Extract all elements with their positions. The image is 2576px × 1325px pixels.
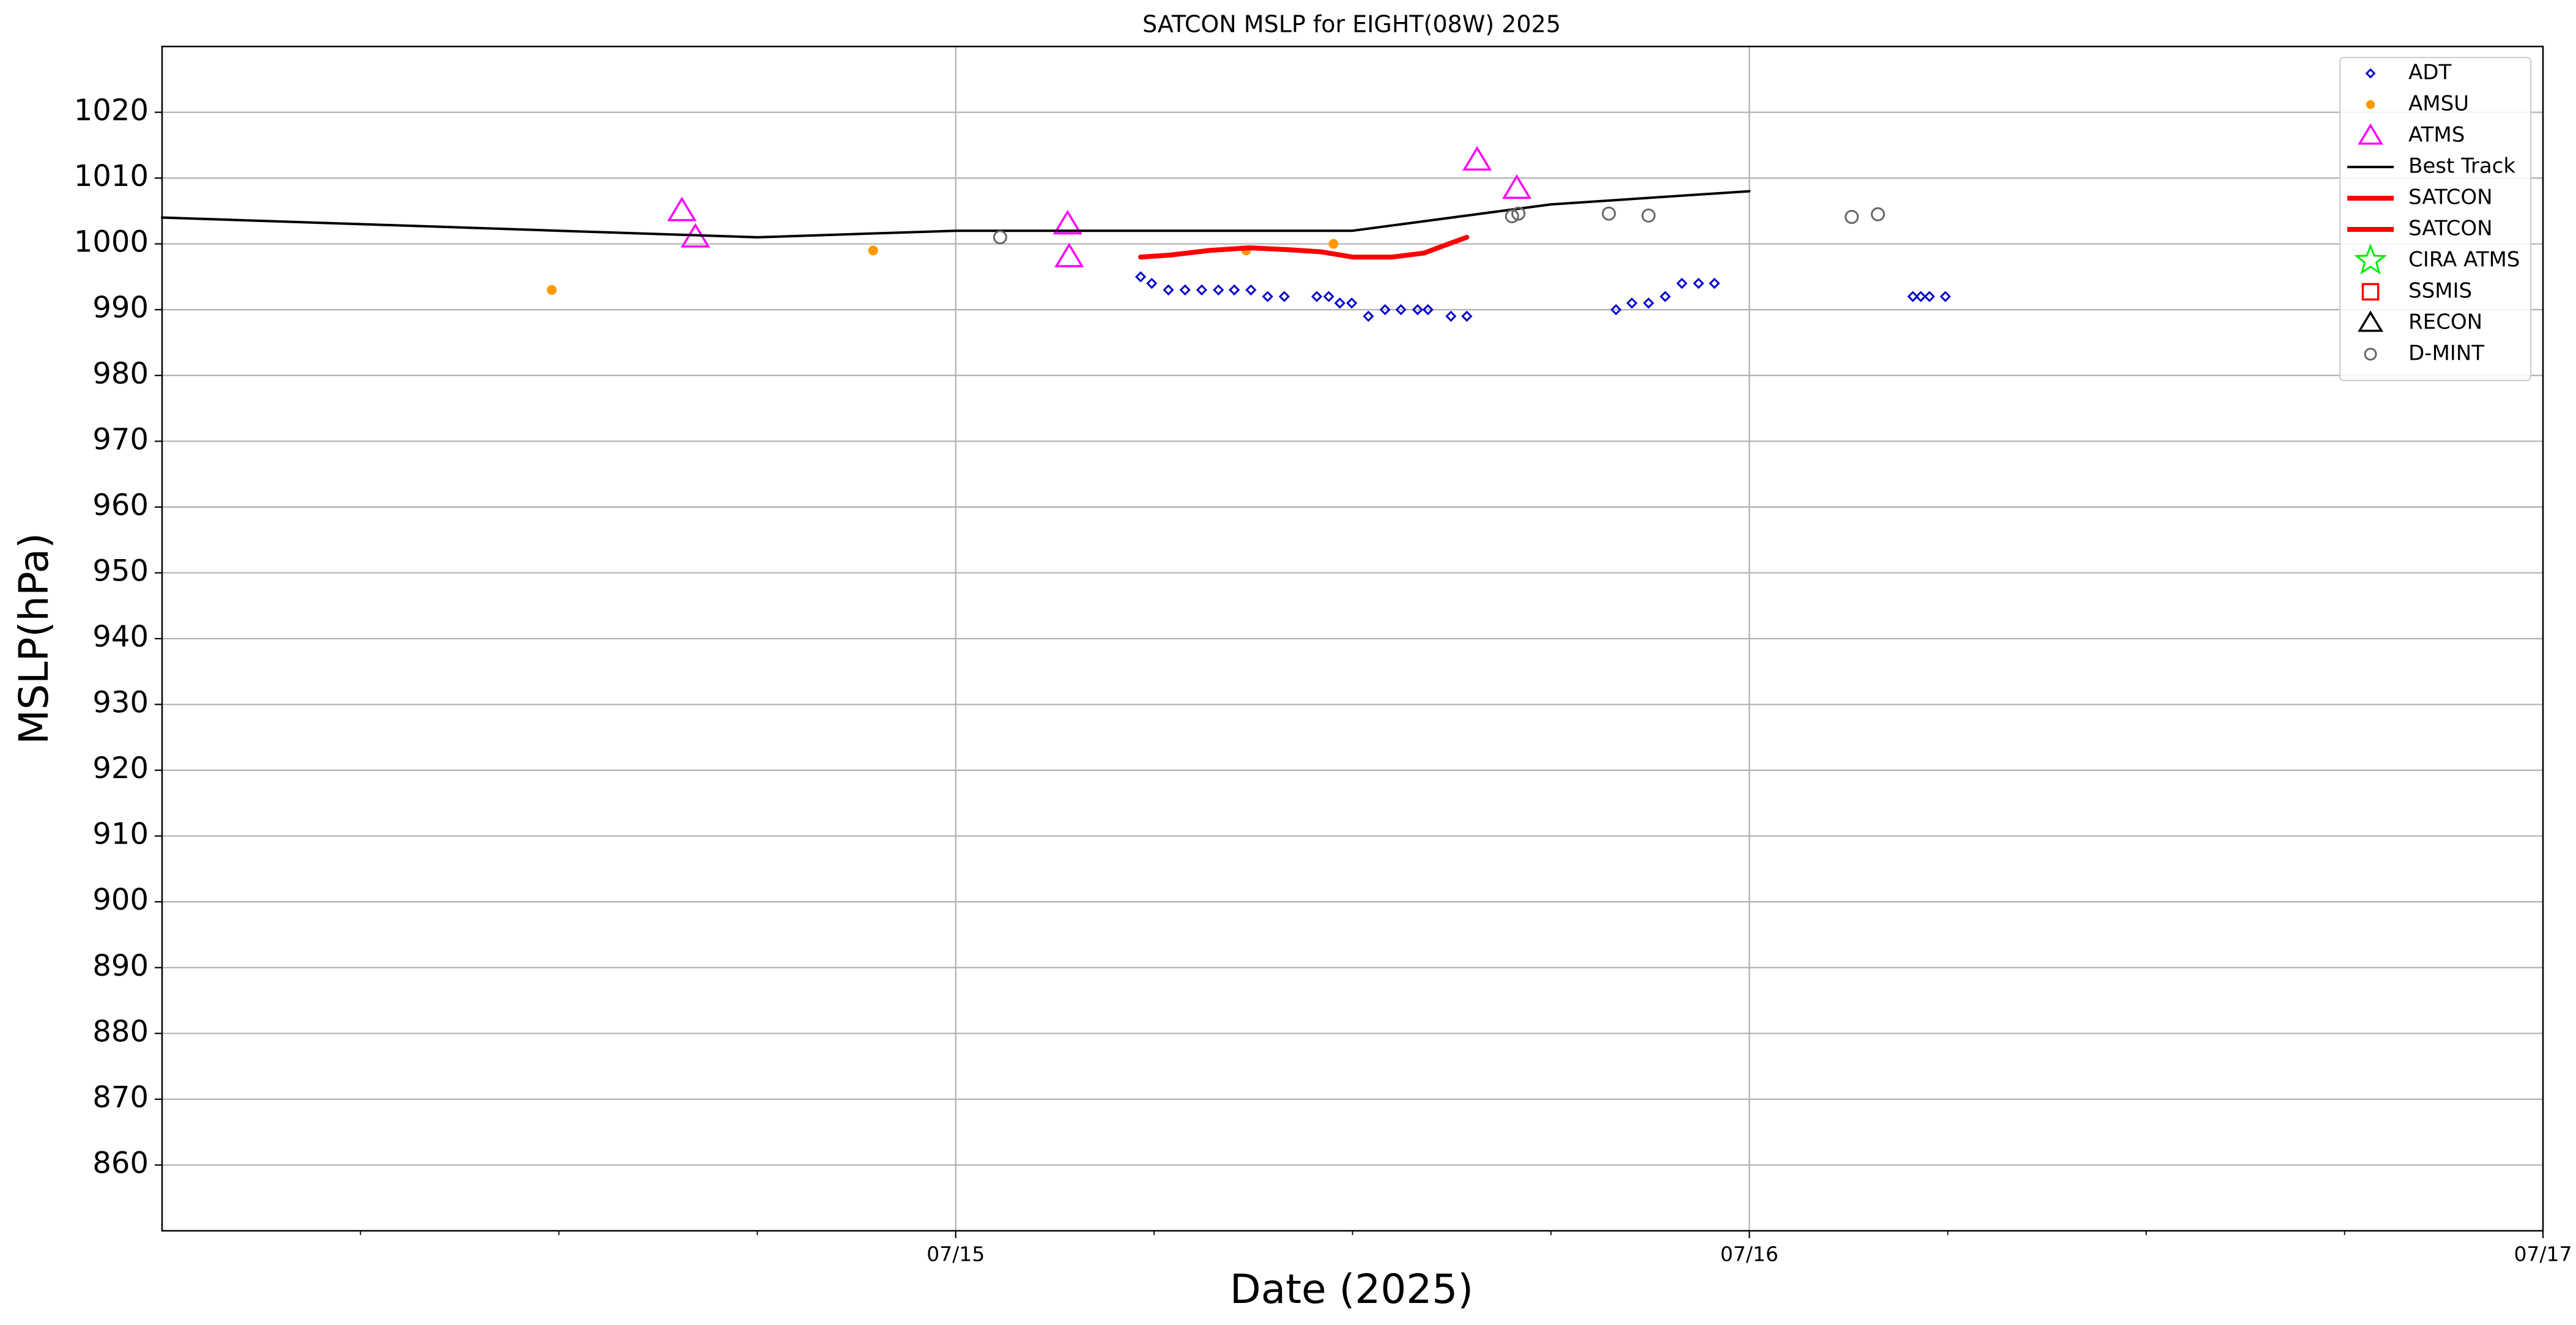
legend-label: SSMIS bbox=[2408, 279, 2472, 303]
legend: ADT AMSU ATMS Best Track SATCON SATCON CIRA AT… bbox=[2339, 57, 2531, 381]
y-tick-label: 940 bbox=[92, 620, 149, 654]
dot-marker bbox=[1328, 239, 1339, 249]
triangle-marker bbox=[2358, 310, 2383, 332]
diamond-marker bbox=[1915, 291, 1926, 302]
y-tick-label: 970 bbox=[92, 422, 149, 456]
y-tick-label: 910 bbox=[92, 817, 149, 852]
diamond-marker bbox=[1163, 284, 1174, 296]
diamond-marker bbox=[1134, 271, 1147, 283]
y-tick-label: 990 bbox=[92, 291, 149, 325]
diamond-marker bbox=[1379, 304, 1391, 316]
dot-marker bbox=[868, 245, 878, 256]
y-tick-label: 890 bbox=[92, 949, 149, 983]
diamond-marker bbox=[1334, 297, 1345, 309]
y-tick-label: 960 bbox=[92, 488, 149, 522]
circle-marker bbox=[1505, 209, 1519, 223]
diamond-marker bbox=[1245, 284, 1257, 296]
legend-label: ADT bbox=[2408, 61, 2451, 85]
legend-label: SATCON bbox=[2408, 217, 2493, 241]
dot-marker bbox=[547, 284, 557, 295]
diamond-marker bbox=[1923, 291, 1936, 302]
circle-marker bbox=[1641, 208, 1656, 223]
diamond-marker bbox=[1346, 297, 1358, 309]
legend-box bbox=[2339, 57, 2531, 381]
y-tick-label: 1000 bbox=[74, 225, 149, 259]
y-tick-label: 980 bbox=[92, 357, 149, 391]
diamond-marker bbox=[1395, 304, 1407, 316]
triangle-marker bbox=[1462, 146, 1492, 171]
y-tick-label: 900 bbox=[92, 883, 149, 917]
y-tick-label: 920 bbox=[92, 751, 149, 785]
series-line bbox=[161, 190, 1751, 239]
triangle-marker bbox=[1054, 242, 1084, 267]
circle-marker bbox=[1871, 207, 1886, 221]
legend-label: D-MINT bbox=[2408, 341, 2484, 366]
y-tick-label: 1020 bbox=[74, 94, 149, 128]
y-axis-label: MSLP(hPa) bbox=[10, 533, 57, 744]
triangle-marker bbox=[2358, 123, 2383, 145]
x-tick-label: 07/17 bbox=[2514, 1242, 2572, 1266]
diamond-marker bbox=[1179, 284, 1191, 296]
diamond-marker bbox=[1445, 310, 1457, 322]
diamond-marker bbox=[1422, 304, 1434, 316]
diamond-marker bbox=[1311, 291, 1323, 302]
plot-frame bbox=[161, 45, 2544, 1232]
legend-label: AMSU bbox=[2408, 92, 2469, 116]
x-axis-label: Date (2025) bbox=[1230, 1266, 1473, 1313]
diamond-marker bbox=[2365, 68, 2376, 79]
diamond-marker bbox=[1659, 291, 1671, 302]
y-tick-label: 930 bbox=[92, 686, 149, 720]
square-marker bbox=[2361, 283, 2380, 301]
diamond-marker bbox=[1693, 278, 1704, 289]
chart-title: SATCON MSLP for EIGHT(08W) 2025 bbox=[1142, 11, 1561, 38]
y-tick-label: 950 bbox=[92, 554, 149, 588]
diamond-marker bbox=[1278, 291, 1290, 302]
diamond-marker bbox=[1146, 278, 1158, 289]
legend-label: ATMS bbox=[2408, 123, 2465, 147]
y-tick-label: 1010 bbox=[74, 159, 149, 193]
x-tick-label: 07/15 bbox=[927, 1242, 985, 1266]
diamond-marker bbox=[1323, 291, 1334, 302]
x-tick-label: 07/16 bbox=[1720, 1242, 1778, 1266]
diamond-marker bbox=[1907, 291, 1919, 302]
circle-marker bbox=[1845, 210, 1859, 225]
diamond-marker bbox=[1939, 291, 1951, 302]
diamond-marker bbox=[1363, 310, 1374, 322]
diamond-marker bbox=[1196, 284, 1208, 296]
legend-label: SATCON bbox=[2408, 185, 2493, 210]
circle-marker bbox=[1602, 206, 1616, 221]
diamond-marker bbox=[1626, 297, 1638, 309]
diamond-marker bbox=[1412, 304, 1424, 316]
triangle-marker bbox=[667, 196, 697, 221]
legend-label: Best Track bbox=[2408, 154, 2515, 179]
y-tick-label: 860 bbox=[92, 1146, 149, 1180]
diamond-marker bbox=[1610, 304, 1622, 316]
diamond-marker bbox=[1643, 297, 1654, 309]
diamond-marker bbox=[1461, 310, 1473, 322]
circle-marker bbox=[993, 230, 1007, 245]
circle-marker bbox=[1511, 206, 1526, 221]
series-line bbox=[1138, 234, 1470, 260]
diamond-marker bbox=[1213, 284, 1224, 296]
triangle-marker bbox=[1053, 209, 1083, 235]
legend-label: CIRA ATMS bbox=[2408, 248, 2520, 272]
y-tick-label: 880 bbox=[92, 1014, 149, 1048]
star-marker bbox=[2354, 243, 2387, 275]
dot-marker bbox=[2366, 100, 2375, 109]
y-tick-label: 870 bbox=[92, 1080, 149, 1115]
triangle-marker bbox=[1502, 174, 1532, 199]
circle-marker bbox=[2364, 347, 2377, 361]
legend-label: RECON bbox=[2408, 310, 2482, 335]
diamond-marker bbox=[1229, 284, 1240, 296]
diamond-marker bbox=[1676, 278, 1688, 289]
diamond-marker bbox=[1262, 291, 1273, 302]
diamond-marker bbox=[1709, 278, 1720, 289]
